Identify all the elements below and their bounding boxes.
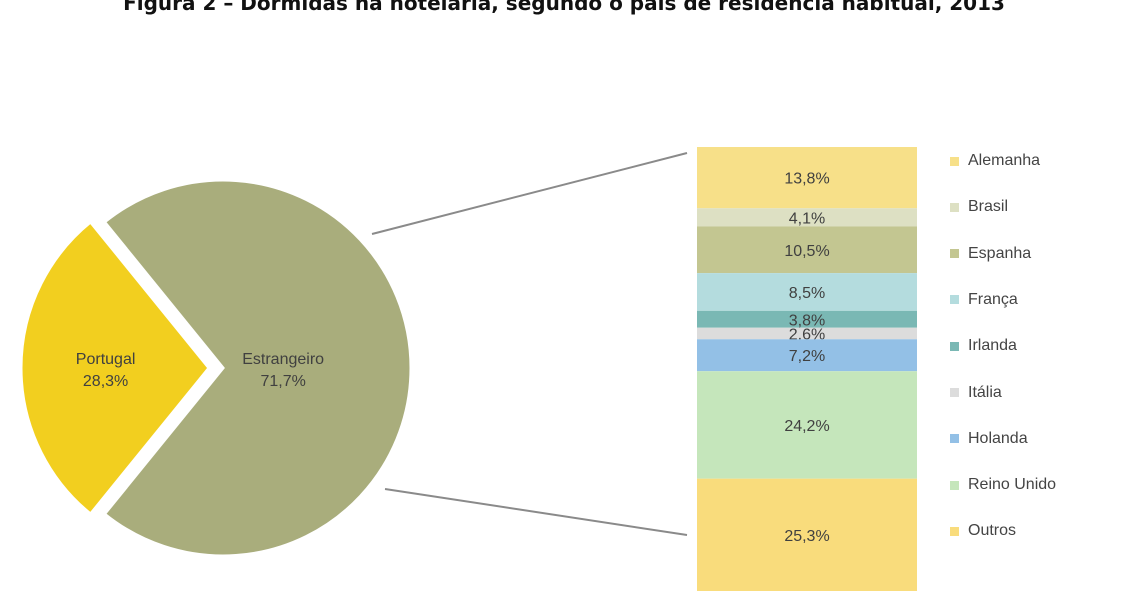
bar-value-label-reino-unido: 24,2%	[784, 418, 829, 435]
pie-slice-portugal	[19, 219, 211, 517]
bar-value-label-outros: 25,3%	[784, 528, 829, 545]
legend-swatch	[950, 249, 959, 259]
bar-segment-italia	[697, 327, 917, 340]
bar-segment-franca	[697, 273, 917, 311]
bar-segment-reino-unido	[697, 371, 917, 479]
bar-segment-espanha	[697, 226, 917, 274]
bar-value-label-italia: 2,6%	[789, 326, 825, 343]
legend-item-franca: França	[950, 289, 1018, 311]
bar-segment-alemanha	[697, 147, 917, 209]
legend-swatch	[950, 388, 959, 397]
connector-line-top	[371, 152, 688, 235]
pie-label-portugal: Portugal	[76, 351, 136, 368]
bar-segment-outros	[697, 478, 917, 591]
legend-item-italia: Itália	[950, 382, 1002, 404]
legend-item-holanda: Holanda	[950, 428, 1028, 450]
legend-item-alemanha: Alemanha	[950, 150, 1040, 172]
bar-value-label-brasil: 4,1%	[789, 210, 825, 227]
legend-swatch	[950, 526, 959, 536]
legend-item-reino-unido: Reino Unido	[950, 474, 1056, 496]
legend-swatch	[950, 202, 959, 212]
bar-segment-holanda	[697, 339, 917, 372]
bar-segment-irlanda	[697, 310, 917, 328]
legend-swatch	[950, 480, 959, 490]
legend-swatch	[950, 434, 959, 444]
bar-value-label-holanda: 7,2%	[789, 348, 825, 365]
legend-label: Outros	[968, 522, 1017, 540]
legend-swatch	[950, 341, 959, 351]
bar-value-label-irlanda: 3,8%	[789, 312, 825, 329]
legend-label: Irlanda	[968, 337, 1017, 355]
legend-item-brasil: Brasil	[950, 196, 1008, 218]
bar-value-label-franca: 8,5%	[789, 285, 825, 302]
legend-swatch	[950, 156, 959, 166]
pie-value-portugal: 28,3%	[83, 373, 128, 390]
legend-swatch	[950, 295, 959, 305]
legend-label: França	[968, 290, 1018, 308]
legend-label: Itália	[968, 383, 1002, 401]
pie-label-estrangeiro: Estrangeiro	[242, 351, 324, 368]
legend-label: Brasil	[968, 198, 1009, 216]
legend-item-espanha: Espanha	[950, 243, 1031, 265]
legend-label: Espanha	[968, 244, 1032, 262]
legend-item-irlanda: Irlanda	[950, 335, 1017, 357]
legend-label: Alemanha	[968, 152, 1041, 169]
pie-slice-estrangeiro	[102, 178, 413, 558]
bar-value-label-espanha: 10,5%	[784, 243, 829, 260]
figure-title: Figura 2 – Dormidas na hotelaria, segund…	[123, 0, 1005, 15]
bar-segment-brasil	[697, 208, 917, 227]
bar-value-label-alemanha: 13,8%	[784, 171, 829, 188]
connector-line-bottom	[384, 488, 688, 536]
legend-label: Reino Unido	[968, 476, 1057, 494]
legend-item-outros: Outros	[950, 520, 1016, 542]
pie-value-estrangeiro: 71,7%	[260, 373, 305, 390]
legend-label: Holanda	[968, 429, 1028, 447]
